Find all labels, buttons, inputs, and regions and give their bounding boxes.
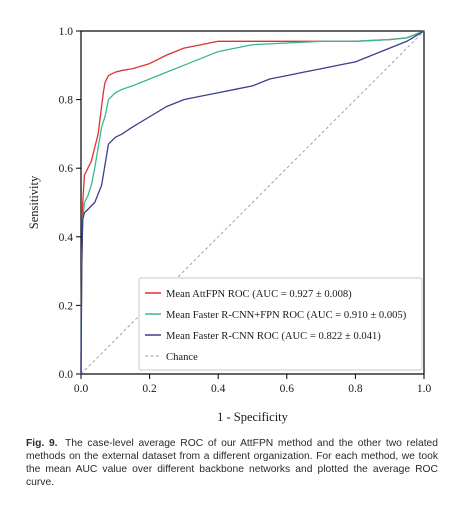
- y-tick-label: 0.4: [59, 232, 74, 244]
- x-tick-label: 0.4: [211, 383, 226, 395]
- y-tick-label: 1.0: [59, 26, 74, 38]
- roc-chart: 0.0 0.2 0.4 0.6 0.8 1.0 0.0 0.2 0.4 0.6 0.8 1.0 1 …: [27, 26, 432, 424]
- legend-entries: Mean AttFPN ROC (AUC = 0.927 ± 0.008) Mea…: [145, 289, 407, 363]
- legend: Mean AttFPN ROC (AUC = 0.927 ± 0.008) Mea…: [138, 277, 423, 371]
- x-tick-label: 0.6: [280, 383, 295, 395]
- legend-label: Chance: [166, 352, 198, 363]
- y-tick-label: 0.2: [59, 300, 74, 312]
- caption-text: The case-level average ROC of our AttFPN…: [26, 438, 439, 488]
- series-line-mean-faster-r-cnn-fpn-roc: [80, 30, 425, 375]
- legend-label: Mean Faster R-CNN+FPN ROC (AUC = 0.910 ±…: [166, 310, 407, 321]
- y-tick-label: 0.8: [59, 95, 74, 107]
- y-axis-ticks: 0.0 0.2 0.4 0.6 0.8 1.0: [59, 26, 81, 381]
- legend-box: [138, 277, 423, 371]
- x-axis-title: 1 - Specificity: [217, 410, 289, 424]
- x-tick-label: 0.2: [142, 383, 157, 395]
- figure-caption: Fig. 9. The case-level average ROC of ou…: [26, 437, 438, 489]
- x-tick-label: 0.8: [348, 383, 363, 395]
- series-line-chance: [80, 30, 425, 375]
- figure-label: Fig. 9.: [26, 438, 58, 449]
- legend-label: Mean AttFPN ROC (AUC = 0.927 ± 0.008): [166, 289, 352, 300]
- series-layer: [80, 30, 425, 375]
- y-tick-label: 0.0: [59, 369, 74, 381]
- series-line-mean-faster-r-cnn-roc: [80, 30, 425, 375]
- legend-label: Mean Faster R-CNN ROC (AUC = 0.822 ± 0.0…: [166, 331, 381, 342]
- x-tick-label: 0.0: [74, 383, 89, 395]
- x-axis-ticks: 0.0 0.2 0.4 0.6 0.8 1.0: [74, 374, 432, 395]
- x-tick-label: 1.0: [417, 383, 432, 395]
- y-tick-label: 0.6: [59, 163, 74, 175]
- y-axis-title: Sensitivity: [27, 175, 41, 229]
